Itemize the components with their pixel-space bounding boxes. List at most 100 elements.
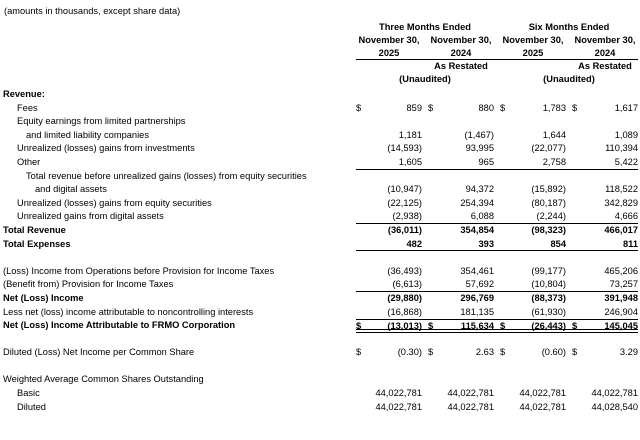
dollar-sign: $: [500, 102, 506, 113]
value-text: 181,135: [460, 306, 494, 317]
value-text: [356, 170, 422, 184]
period-group-six-months: Six Months Ended: [528, 22, 610, 32]
dollar-sign: $: [428, 102, 434, 113]
table-row: Less net (loss) income attributable to n…: [0, 306, 640, 320]
value-text: (13,013): [387, 321, 422, 332]
row-values: (14,593) 93,995 (22,077) 110,394: [356, 142, 638, 156]
value-text: 118,522: [605, 184, 638, 195]
value-cell: 44,022,781: [428, 387, 494, 401]
value-cell: [428, 88, 494, 102]
value-text: 93,995: [465, 143, 494, 154]
table-row: Fees $859 $880 $1,783 $1,617: [0, 102, 640, 116]
value-text: [428, 170, 494, 184]
row-values: (36,493) 354,461 (99,177) 465,206: [356, 265, 638, 279]
value-cell: (99,177): [500, 265, 566, 279]
value-text: [428, 333, 494, 347]
value-cell: 44,022,781: [356, 387, 422, 401]
row-values: [356, 360, 638, 374]
dollar-sign: $: [500, 321, 506, 332]
row-label: Diluted: [17, 401, 46, 412]
table-row: [0, 333, 640, 347]
period-group-three-months: Three Months Ended: [379, 22, 471, 32]
value-text: (0.60): [541, 347, 566, 358]
row-label: Weighted Average Common Shares Outstandi…: [3, 374, 204, 385]
value-text: (29,880): [387, 292, 422, 303]
value-cell: 181,135: [428, 306, 494, 320]
dollar-sign: $: [428, 321, 434, 332]
value-text: 393: [478, 238, 494, 249]
table-row: [0, 251, 640, 265]
row-values: $859 $880 $1,783 $1,617: [356, 102, 638, 116]
value-cell: [572, 360, 638, 374]
value-cell: [356, 88, 422, 102]
row-values: [356, 88, 638, 102]
value-cell: (98,323): [500, 224, 566, 238]
value-text: [500, 251, 566, 265]
row-label: Other: [17, 156, 41, 167]
row-values: 1,605 965 2,758 5,422: [356, 156, 638, 170]
column-sub: [356, 60, 422, 73]
value-cell: 118,522: [572, 183, 638, 197]
value-cell: [356, 360, 422, 374]
value-text: [428, 115, 494, 129]
value-text: (26,443): [531, 321, 566, 332]
value-text: [572, 373, 638, 387]
value-cell: (36,493): [356, 265, 422, 279]
dollar-sign: $: [356, 347, 362, 358]
value-text: 5,422: [614, 156, 638, 167]
row-values: 44,022,781 44,022,781 44,022,781 44,022,…: [356, 387, 638, 401]
value-cell: [500, 333, 566, 347]
value-text: 4,666: [614, 211, 638, 222]
value-cell: 5,422: [572, 156, 638, 169]
value-text: 110,394: [605, 143, 638, 154]
value-cell: 44,022,781: [572, 387, 638, 401]
value-text: [572, 170, 638, 184]
value-cell: (15,892): [500, 183, 566, 197]
table-row: and digital assets (10,947) 94,372 (15,8…: [0, 183, 640, 197]
row-label: Unrealized (losses) gains from equity se…: [17, 197, 212, 208]
table-row: Net (Loss) Income Attributable to FRMO C…: [0, 319, 640, 333]
row-label: (Benefit from) Provision for Income Taxe…: [3, 279, 174, 290]
value-cell: 110,394: [572, 142, 638, 156]
value-cell: 94,372: [428, 183, 494, 197]
value-cell: (10,804): [500, 278, 566, 291]
row-values: $ (13,013) $115,634 $ (26,443) $145,045: [356, 319, 638, 333]
value-cell: [500, 115, 566, 129]
value-text: [356, 251, 422, 265]
table-row: and limited liability companies 1,181 (1…: [0, 129, 640, 143]
header-restated: As Restated As Restated: [0, 60, 640, 73]
value-cell: (6,613): [356, 278, 422, 291]
value-cell: 254,394: [428, 197, 494, 211]
row-label: [0, 251, 356, 265]
value-text: (16,868): [387, 306, 422, 317]
value-cell: (22,125): [356, 197, 422, 211]
value-text: 1,617: [614, 102, 638, 113]
value-cell: $2.63: [428, 346, 494, 360]
table-row: Revenue:: [0, 88, 640, 102]
dollar-sign: $: [500, 347, 506, 358]
table-row: Net (Loss) Income (29,880) 296,769 (88,3…: [0, 292, 640, 306]
value-text: (80,187): [531, 197, 566, 208]
value-cell: (61,930): [500, 306, 566, 320]
value-cell: 466,017: [572, 224, 638, 238]
value-cell: 1,605: [356, 156, 422, 169]
value-text: (36,493): [387, 265, 422, 276]
value-cell: 246,904: [572, 306, 638, 320]
header-period-groups: Three Months Ended Six Months Ended: [0, 21, 640, 34]
value-text: 1,089: [614, 129, 638, 140]
value-cell: 482: [356, 238, 422, 251]
header-unaudited: (Unaudited) (Unaudited): [0, 73, 640, 86]
value-text: (2,938): [392, 211, 422, 222]
value-cell: [572, 115, 638, 129]
value-text: (88,373): [531, 292, 566, 303]
row-label: Less net (loss) income attributable to n…: [3, 306, 254, 317]
row-label: and limited liability companies: [26, 129, 149, 140]
value-text: 44,028,540: [591, 401, 638, 412]
value-cell: 465,206: [572, 265, 638, 279]
value-text: (99,177): [531, 265, 566, 276]
row-label: Unrealized gains from digital assets: [17, 211, 164, 222]
value-text: (0.30): [397, 347, 422, 358]
table-row: Total Expenses 482 393 854 811: [0, 238, 640, 252]
value-cell: [500, 251, 566, 265]
row-label: Total revenue before unrealized gains (l…: [26, 170, 307, 181]
